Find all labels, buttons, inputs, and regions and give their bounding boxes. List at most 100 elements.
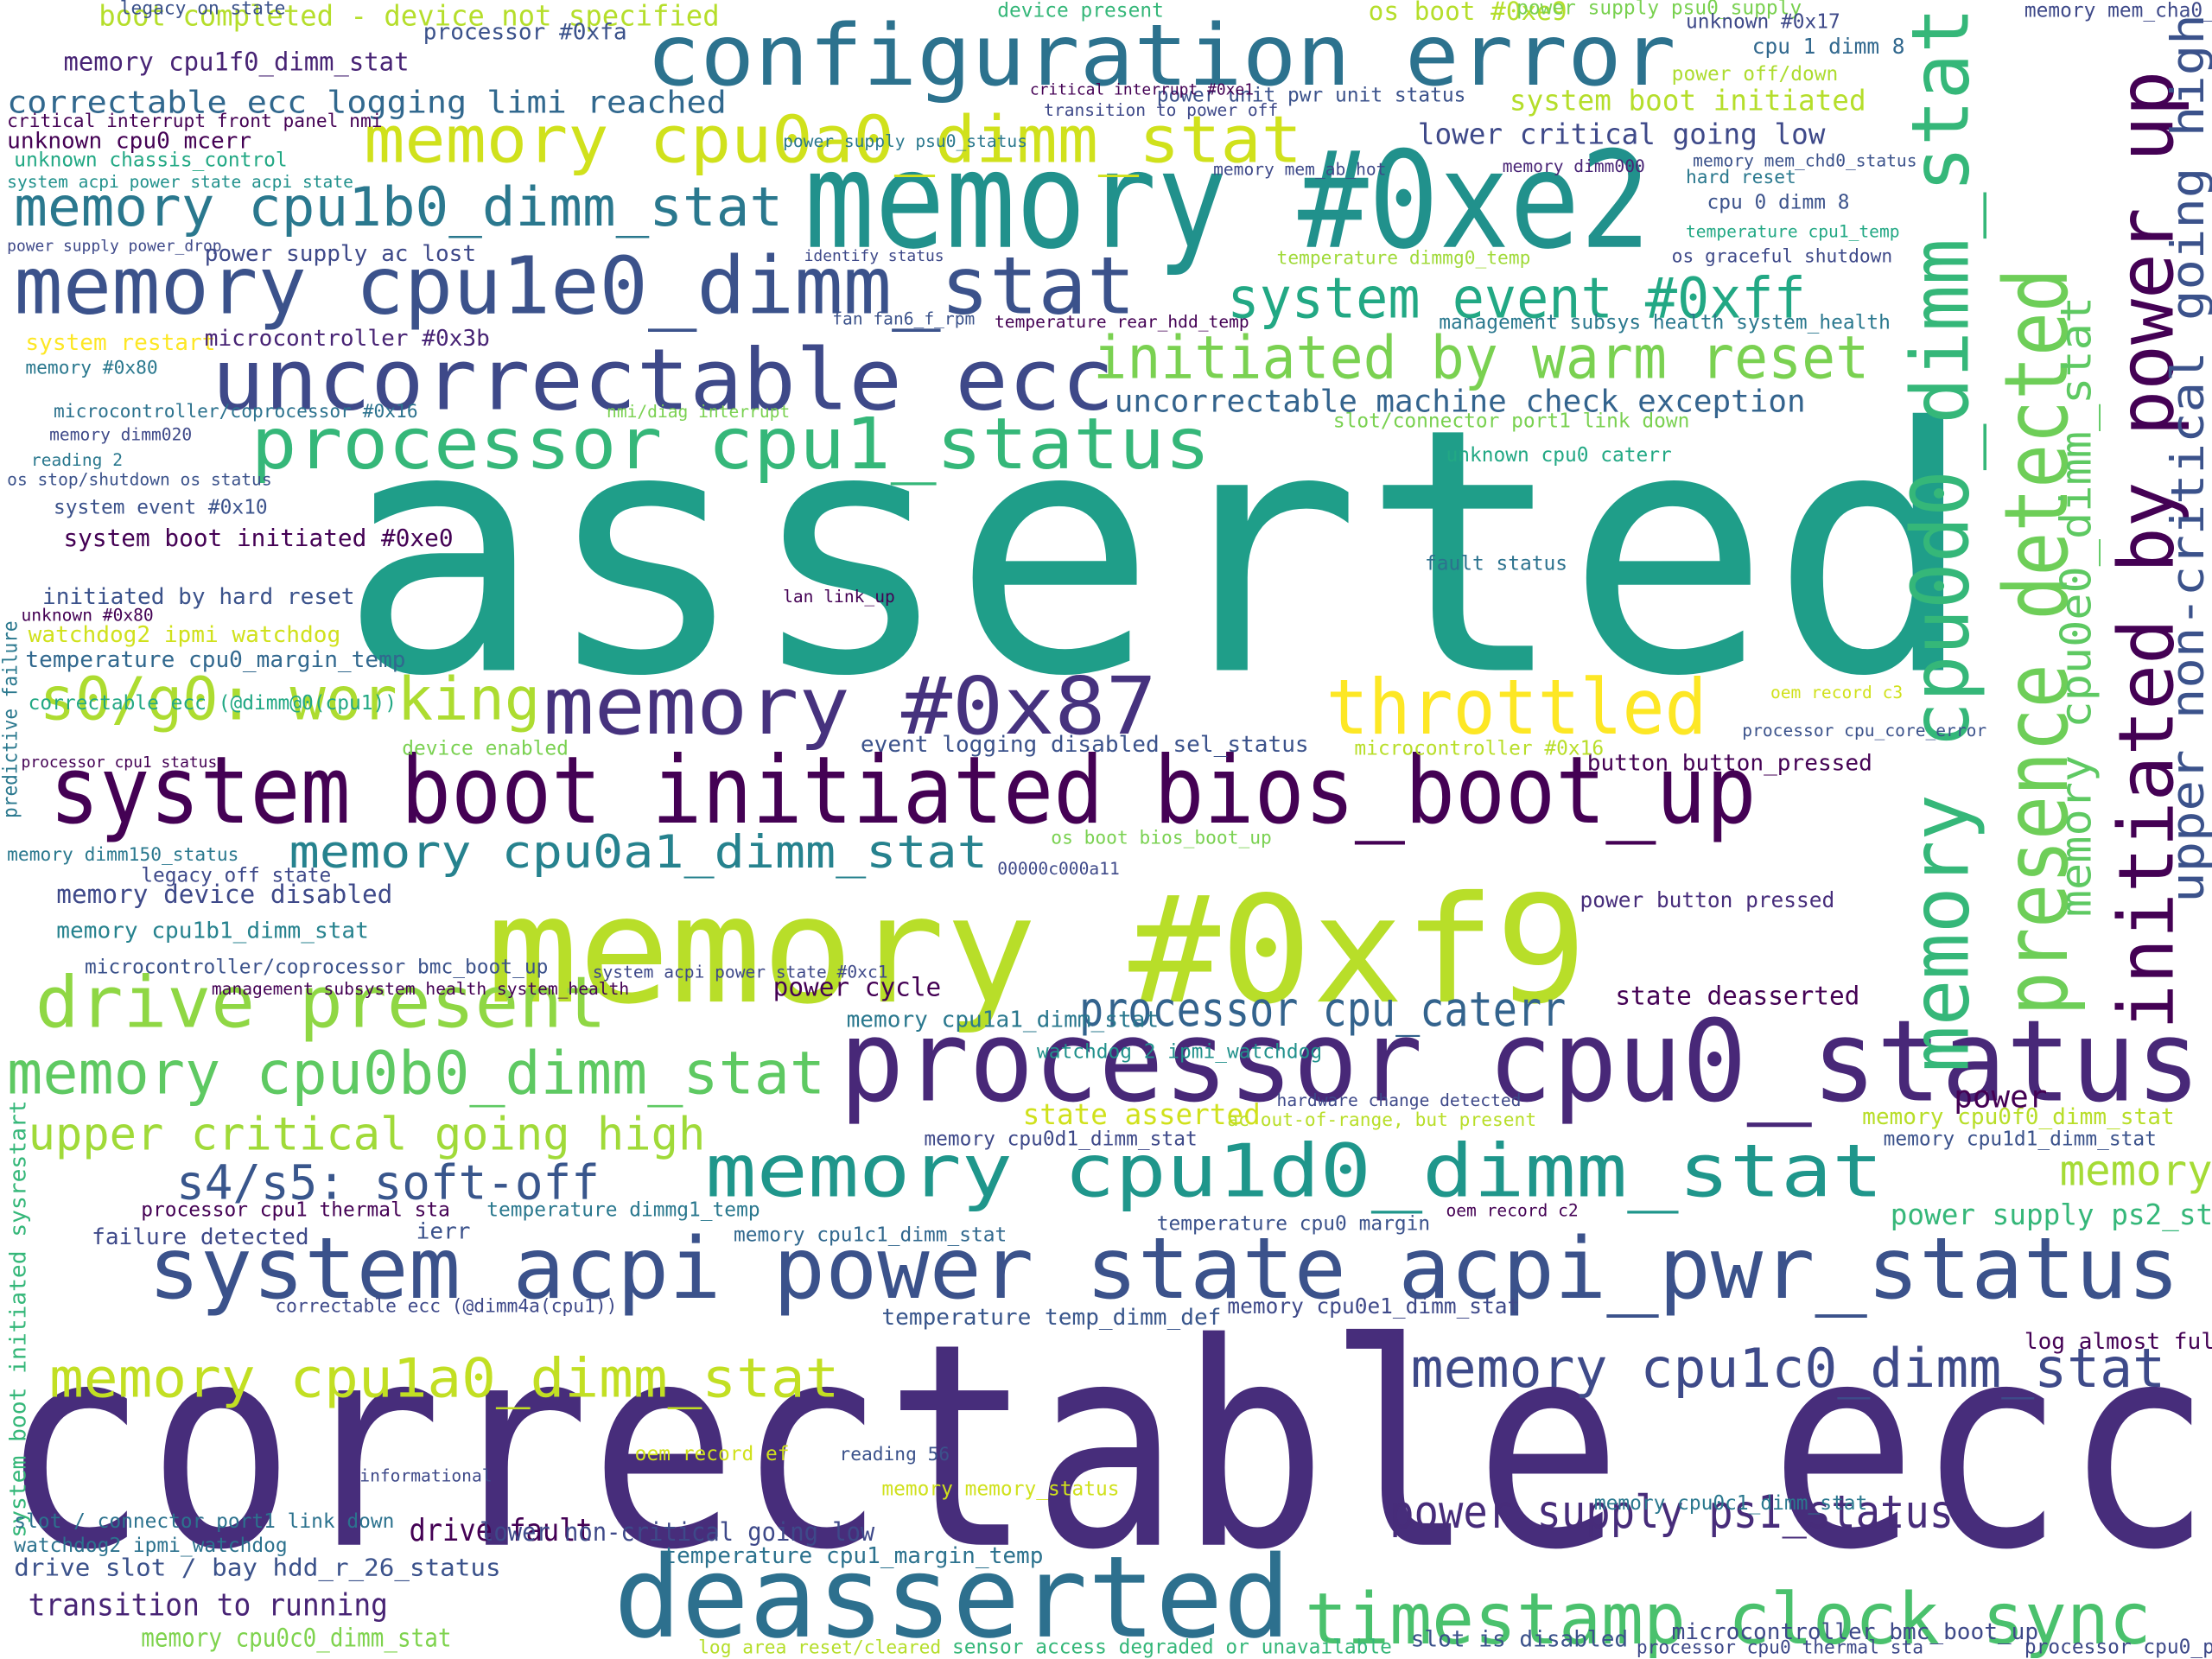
word: os boot #0xe9: [1369, 0, 1567, 26]
word: memory cpu1b0_dimm_stat: [14, 175, 783, 238]
word: legacy off state: [141, 864, 331, 887]
word: power off/down: [1672, 63, 1839, 86]
word: drive slot / bay hdd_r_26_status: [14, 1554, 500, 1583]
word: memory cpu0c0_dimm_stat: [141, 1623, 451, 1653]
word: power supply ps2_status: [1891, 1198, 2212, 1231]
word: memory dimm020: [49, 424, 192, 444]
word: state deasserted: [1615, 981, 1859, 1010]
word: system boot initiated sysrestart: [5, 1100, 31, 1537]
word: memory cpu1d0_dimm_stat: [705, 1128, 1883, 1214]
word: device enabled: [402, 737, 569, 760]
word: unknown cpu0 mcerr: [7, 128, 251, 154]
word: memory cpu0a1_dimm_stat: [289, 827, 988, 879]
word: watchdog2 ipmi watchdog: [29, 622, 341, 648]
word: memory cpu0f0_dimm_stat: [1862, 1104, 2175, 1130]
word: system boot initiated #0xe0: [63, 524, 453, 552]
word: upper non-critical going high: [2163, 14, 2212, 903]
word: uncorrectable ecc: [212, 331, 1115, 429]
word: system boot initiated: [1510, 84, 1866, 117]
word: nmi/diag interrupt: [607, 402, 790, 422]
word: oem record ef: [635, 1443, 790, 1465]
word: memory cpu1b1_dimm_stat: [56, 918, 369, 944]
word: memory cpu0c1_dimm_stat: [1594, 1492, 1867, 1515]
word: oem record c2: [1446, 1200, 1578, 1220]
word: watchdog 2 ipmi_watchdog: [1037, 1040, 1322, 1063]
word: unknown cpu0 caterr: [1446, 444, 1671, 467]
word: power supply psu0_supply: [1516, 0, 1802, 19]
word: predictive failure: [0, 620, 22, 818]
word: memory cpu1f0_dimm_stat: [63, 48, 409, 78]
word: critical interrupt front panel nmi: [7, 111, 382, 132]
word: deasserted: [613, 1532, 1291, 1659]
word: power supply ac lost: [205, 241, 476, 267]
word: temperature rear_hdd_temp: [995, 312, 1249, 332]
word: processor cpu0_proc_hot: [2024, 1636, 2212, 1658]
word: uncorrectable machine check exception: [1115, 385, 1806, 420]
word: memory #0x80: [25, 358, 157, 379]
word: temperature dimmg0_temp: [1277, 247, 1531, 269]
word: unknown chassis_control: [14, 149, 287, 172]
word: memory cpu0b0_dimm_stat: [7, 1039, 825, 1108]
word: reading 56: [839, 1444, 950, 1465]
word: management subsystem health system_healt…: [212, 979, 629, 999]
word: memory: [2060, 1146, 2212, 1195]
word: memory dimm150_status: [7, 844, 238, 866]
word: critical interrupt #0xe1: [1030, 80, 1254, 99]
word: hard reset: [1686, 167, 1796, 188]
word: system acpi power state acpi state: [7, 172, 353, 192]
word: boot completed - device not specified: [99, 0, 719, 32]
word: s4/s5: soft-off: [176, 1155, 600, 1211]
word: cpu 0 dimm 8: [1707, 192, 1850, 214]
word: log almost full: [2024, 1329, 2212, 1355]
word: power: [1954, 1080, 2047, 1116]
word: presence detected: [1986, 268, 2088, 1015]
word: memory cpu1c1_dimm_stat: [734, 1224, 1007, 1247]
word: memory mem_chd0_status: [1693, 151, 1916, 171]
word: processor cpu1 thermal sta: [141, 1198, 450, 1221]
word: initiated by hard reset: [42, 584, 355, 610]
word: microcontroller #0x3b: [205, 326, 490, 352]
word: power cycle: [773, 973, 942, 1002]
word: memory cpu1c0_dimm_stat: [1411, 1337, 2165, 1400]
word: hardware change detected: [1277, 1090, 1522, 1110]
word: ierr: [416, 1218, 471, 1244]
word: system event #0x10: [54, 496, 268, 518]
word: system boot initiated bios_boot_up: [49, 737, 1757, 845]
word: processor #0xfa: [423, 20, 627, 46]
word: memory cpu0a0_dimm_stat: [364, 102, 1302, 178]
word: timestamp clock sync: [1305, 1579, 2152, 1659]
word: correctable ecc (@dimm4a(cpu1)): [275, 1295, 617, 1317]
word: oem record c3: [1770, 683, 1903, 702]
word: lower critical going low: [1418, 118, 1826, 151]
word: button button_pressed: [1587, 750, 1872, 776]
word: memory cpu0d1_dimm_stat: [924, 1128, 1197, 1151]
word: s0/g0: working: [40, 665, 541, 734]
word: drive present: [35, 963, 607, 1045]
word: processor cpu_caterr: [1079, 982, 1566, 1038]
word: power supply power_drop: [7, 238, 221, 256]
word: upper critical going high: [29, 1109, 706, 1161]
word: slot / connector port1 link down: [14, 1510, 394, 1533]
word: event logging disabled sel_status: [861, 732, 1309, 758]
word: processor cpu0 thermal sta: [1637, 1637, 1923, 1658]
word: correctable ecc: [0, 1284, 2212, 1612]
word: temperature cpu1_temp: [1686, 221, 1900, 241]
word: sensor access degraded or unavailable: [952, 1636, 1392, 1658]
word: configuration error: [646, 7, 1676, 105]
word: state asserted: [1023, 1098, 1261, 1131]
word: os boot bios_boot_up: [1051, 827, 1272, 849]
word: memory mem_ab_hot: [1213, 159, 1386, 179]
word: cpu 1 dimm 8: [1752, 34, 1905, 59]
word: microcontroller bmc_boot_up: [1672, 1619, 2038, 1645]
word: temperature cpu1_margin_temp: [663, 1543, 1043, 1569]
word: processor cpu_core_error: [1742, 721, 1986, 741]
word: microcontroller/coprocessor bmc_boot_up: [85, 957, 548, 979]
word: temperature temp_dimm_def: [881, 1305, 1221, 1331]
word: power supply psu0_status: [783, 131, 1027, 151]
word: transition to running: [29, 1587, 388, 1623]
word: slot/connector port1 link down: [1333, 410, 1690, 433]
word: temperature cpu0 margin: [1157, 1213, 1430, 1236]
word: os stop/shutdown os status: [7, 470, 271, 490]
